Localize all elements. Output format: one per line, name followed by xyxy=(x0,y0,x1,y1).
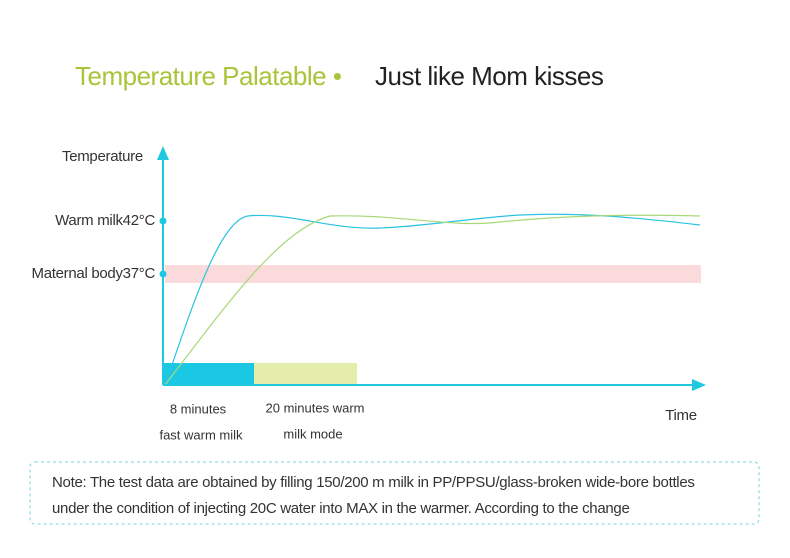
title-tagline: Just like Mom kisses xyxy=(375,61,604,91)
level-dot xyxy=(159,270,167,278)
phase-label: 8 minutes xyxy=(170,401,227,416)
title-highlight: Temperature Palatable • xyxy=(75,61,342,91)
note-line: Note: The test data are obtained by fill… xyxy=(52,474,695,491)
slow-phase xyxy=(254,363,357,385)
phase-label: fast warm milk xyxy=(159,427,243,442)
fast-phase xyxy=(163,363,254,385)
note-box xyxy=(29,461,760,525)
phase-label: 20 minutes warm xyxy=(266,400,365,415)
phase-label: milk mode xyxy=(283,426,342,441)
slow-curve xyxy=(164,214,701,386)
level-label: Maternal body37°C xyxy=(32,265,156,282)
note-line: under the condition of injecting 20C wat… xyxy=(52,500,630,517)
maternal-band xyxy=(165,265,701,283)
level-dot xyxy=(159,217,167,225)
level-label: Warm milk42°C xyxy=(55,212,155,229)
y-arrow xyxy=(157,146,169,160)
fast-curve xyxy=(164,213,701,386)
y-axis-label: Temperature xyxy=(62,148,143,165)
x-arrow xyxy=(692,379,706,391)
x-axis-label: Time xyxy=(665,407,697,424)
